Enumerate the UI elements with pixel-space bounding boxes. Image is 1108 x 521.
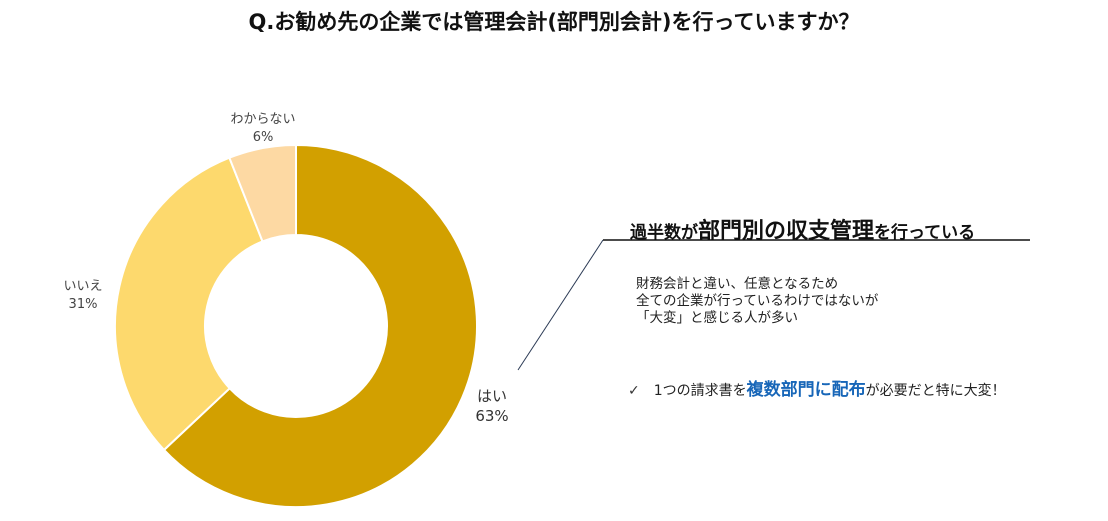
bullet-pre: 1つの請求書を bbox=[653, 383, 747, 399]
bullet-point: ✓ 1つの請求書を複数部門に配布が必要だと特に大変！ bbox=[628, 375, 1006, 400]
slice-label-no-category: いいえ bbox=[63, 279, 103, 294]
chart-title: Q.お勧め先の企業では管理会計(部門別会計)を行っていますか？ bbox=[248, 10, 860, 34]
bullet-post: が必要だと特に大変！ bbox=[865, 383, 1006, 399]
bullet-emphasis: 複数部門に配布 bbox=[746, 380, 866, 400]
slice-unknown bbox=[228, 143, 297, 243]
slice-label-yes: はい 63% bbox=[470, 386, 514, 426]
description-line: 「大変」と感じる人が多い bbox=[636, 310, 798, 326]
callout-heading: 過半数が部門別の収支管理を行っている bbox=[630, 213, 975, 245]
callout-pre: 過半数が bbox=[630, 223, 698, 243]
check-icon: ✓ bbox=[628, 383, 640, 399]
slice-label-unknown-category: わからない bbox=[230, 112, 296, 127]
slice-label-yes-value: 63% bbox=[475, 407, 509, 425]
callout-leader-line bbox=[517, 239, 604, 371]
donut-slices bbox=[114, 143, 478, 508]
callout-post: を行っている bbox=[874, 223, 976, 243]
slice-label-yes-category: はい bbox=[476, 387, 507, 405]
slice-yes bbox=[162, 143, 478, 508]
description-text: 財務会計と違い、任意となるため 全ての企業が行っているわけではないが 「大変」と… bbox=[636, 276, 878, 327]
slice-label-no-value: 31% bbox=[68, 297, 98, 312]
slice-label-no: いいえ 31% bbox=[58, 278, 108, 314]
slice-no bbox=[114, 156, 264, 452]
slice-label-unknown: わからない 6% bbox=[218, 111, 308, 147]
callout-emphasis: 部門別の収支管理 bbox=[698, 219, 875, 244]
slice-label-unknown-value: 6% bbox=[252, 130, 274, 145]
description-line: 全ての企業が行っているわけではないが bbox=[636, 293, 879, 309]
description-line: 財務会計と違い、任意となるため bbox=[636, 276, 839, 292]
